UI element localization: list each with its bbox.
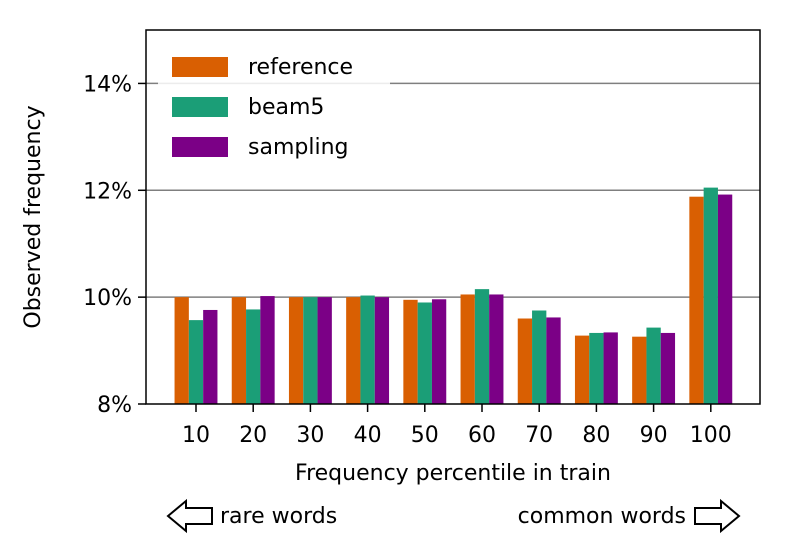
bar-sampling-40 [374,297,390,404]
legend-swatch-reference [172,57,228,77]
x-tick-label: 40 [354,423,382,448]
legend-swatch-beam5 [172,97,228,117]
annotation-rare-words: rare words [220,504,337,529]
x-tick-label: 20 [239,423,267,448]
bar-reference-70 [517,318,533,404]
bars [174,187,733,404]
x-axis-label: Frequency percentile in train [295,461,611,486]
legend-label-beam5: beam5 [248,95,324,120]
bar-sampling-20 [260,296,275,404]
bar-reference-100 [689,196,704,404]
bar-sampling-80 [603,332,618,404]
y-tick-label: 8% [97,393,132,418]
bar-sampling-100 [717,194,733,404]
bar-sampling-10 [203,309,218,404]
y-axis: 8% 10% 12% 14% [83,72,146,418]
legend-label-sampling: sampling [248,135,348,160]
x-tick-label: 50 [411,423,439,448]
bar-beam5-100 [703,187,718,404]
x-tick-label: 30 [296,423,324,448]
annotation-common-words: common words [518,504,686,529]
bar-reference-80 [574,335,590,404]
x-tick-label: 60 [468,423,496,448]
x-tick-label: 10 [182,423,210,448]
x-tick-label: 90 [640,423,668,448]
y-tick-label: 12% [83,179,132,204]
bar-sampling-90 [660,332,676,404]
y-axis-label: Observed frequency [21,105,46,328]
bar-reference-20 [231,297,247,404]
legend-swatch-sampling [172,137,228,157]
bar-sampling-70 [546,317,561,404]
y-tick-label: 14% [83,72,132,97]
legend-label-reference: reference [248,55,353,80]
y-tick-label: 10% [83,286,132,311]
bar-reference-90 [632,336,647,404]
bar-reference-50 [403,299,418,404]
bar-beam5-30 [303,297,318,404]
bar-sampling-60 [489,294,504,404]
bar-reference-60 [460,294,475,404]
x-axis: 10 20 30 40 50 60 70 80 90 100 [182,404,732,448]
x-tick-label: 100 [690,423,732,448]
plot-frame [145,29,761,405]
bar-sampling-50 [431,299,447,404]
bar-sampling-30 [317,297,332,404]
x-tick-label: 70 [525,423,553,448]
x-tick-label: 80 [582,423,610,448]
legend: reference beam5 sampling [158,44,390,168]
bar-reference-30 [288,297,304,404]
bar-beam5-50 [417,302,432,404]
left-arrow-icon [166,498,213,534]
bar-beam5-20 [246,309,261,404]
bar-beam5-10 [188,320,204,404]
bar-beam5-70 [532,310,547,404]
bar-beam5-90 [646,327,661,404]
bar-beam5-60 [474,289,490,404]
bar-beam5-40 [360,295,375,404]
bar-beam5-80 [589,332,604,404]
bar-reference-40 [346,297,361,404]
right-arrow-icon [694,498,741,534]
bar-reference-10 [174,297,189,404]
